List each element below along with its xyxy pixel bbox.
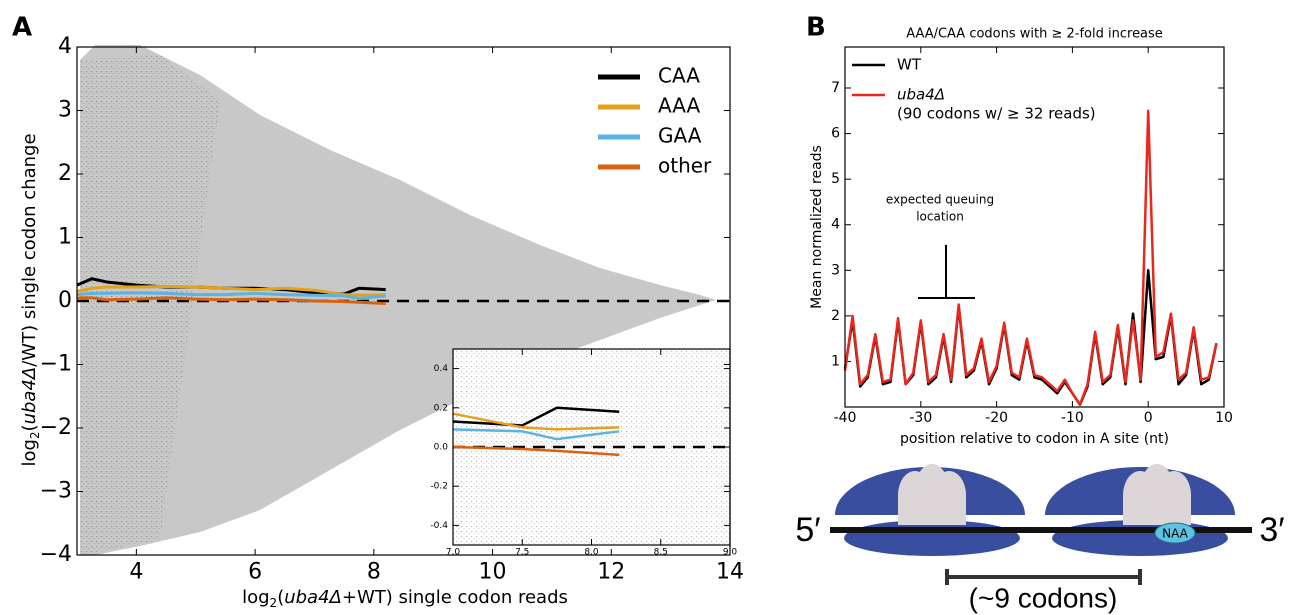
y-tick-label: 0.2 <box>434 403 448 413</box>
y-tick-label: -0.4 <box>430 521 448 531</box>
series-line <box>452 412 620 431</box>
x-axis-label: log2(uba4Δ+WT) single codon reads <box>242 587 568 610</box>
five-prime-label: 5′ <box>795 511 820 549</box>
y-tick-label: 0 <box>58 288 72 313</box>
codon-label: NAA <box>1162 527 1189 541</box>
scatter-streaks <box>80 55 220 555</box>
panel-label: B <box>806 13 826 43</box>
y-axis-label: Mean normalized reads <box>809 145 825 309</box>
y-tick-label: 0.4 <box>434 364 449 374</box>
x-axis-label: position relative to codon in A site (nt… <box>900 431 1169 447</box>
x-tick-label: -20 <box>985 410 1008 426</box>
y-axis-label: log2(uba4Δ/WT) single codon change <box>19 133 42 466</box>
annotation: expected queuing <box>886 193 994 207</box>
legend-label: WT <box>897 56 922 74</box>
x-tick-label: 4 <box>129 560 143 585</box>
y-tick-label: 0.0 <box>434 443 449 453</box>
span-label: (~9 codons) <box>969 582 1118 613</box>
series-line <box>452 406 620 427</box>
queuing-marker <box>918 245 975 299</box>
plot: -40 -30 -20 -10 0 10 1 2 3 4 5 6 7 AAA/CAA codons wit… <box>809 27 1233 448</box>
x-tick-label: 8.5 <box>654 548 668 558</box>
x-tick-label: 10 <box>479 560 507 585</box>
y-tick-label: 1 <box>831 353 840 369</box>
annotation: location <box>916 210 964 224</box>
y-tick-label: −3 <box>40 479 72 504</box>
series-line <box>76 291 386 300</box>
x-tick-label: 14 <box>716 560 744 585</box>
three-prime-label: 3′ <box>1259 511 1284 549</box>
y-tick-label: 4 <box>58 34 72 59</box>
series-line <box>452 428 620 441</box>
y-tick-label: −4 <box>40 542 72 567</box>
y-tick-label: 7 <box>831 80 840 96</box>
legend-label: GAA <box>658 124 702 148</box>
x-tick-label: -40 <box>834 410 857 426</box>
y-tick-label: -0.2 <box>430 482 448 492</box>
x-tick-label: 7.5 <box>515 548 529 558</box>
y-tick-label: −2 <box>40 415 72 440</box>
y-tick-label: 1 <box>58 225 72 250</box>
series-line <box>452 445 620 457</box>
panel-label: A <box>12 13 32 43</box>
y-tick-label: 6 <box>831 126 840 142</box>
legend-label: CAA <box>658 64 700 88</box>
x-tick-label: 10 <box>1215 410 1233 426</box>
series-line <box>843 109 1218 406</box>
x-tick-label: -10 <box>1061 410 1084 426</box>
legend-label: other <box>658 154 712 178</box>
series-line <box>77 296 386 306</box>
y-tick-label: 3 <box>831 262 840 278</box>
chart-title: AAA/CAA codons with ≥ 2-fold increase <box>906 27 1163 42</box>
y-tick-label: 5 <box>831 171 840 187</box>
x-tick-label: 7.0 <box>446 548 461 558</box>
plot-frame <box>844 46 1225 408</box>
ribosome-diagram: NAA 5′ 3′ (~9 codons) <box>795 464 1285 613</box>
y-tick-label: 2 <box>831 308 840 324</box>
y-tick-label: −1 <box>40 352 72 377</box>
x-tick-label: 6 <box>248 560 262 585</box>
y-tick-label: 4 <box>831 217 840 233</box>
plot-frame <box>76 46 731 556</box>
small-subunit <box>844 520 1020 556</box>
x-tick-label: 8.0 <box>584 548 599 558</box>
x-tick-label: -30 <box>909 410 932 426</box>
small-subunit <box>1052 520 1228 556</box>
legend-note: (90 codons w/ ≥ 32 reads) <box>897 105 1096 123</box>
legend-label: uba4Δ <box>897 86 945 104</box>
x-tick-label: 12 <box>597 560 625 585</box>
y-tick-label: 3 <box>58 98 72 123</box>
codon <box>1154 522 1196 544</box>
trna-site <box>1123 495 1191 525</box>
trna-site <box>898 495 966 525</box>
x-tick-label: 8 <box>367 560 381 585</box>
x-tick-label: 0 <box>1144 410 1153 426</box>
y-tick-label: 2 <box>58 161 72 186</box>
legend-label: AAA <box>658 94 700 118</box>
